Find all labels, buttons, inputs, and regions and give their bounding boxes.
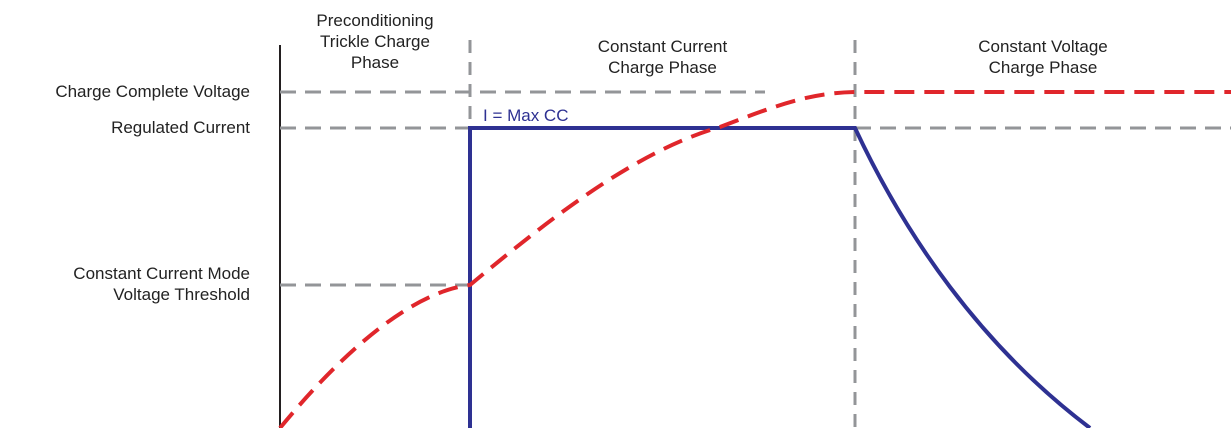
max-cc-label: I = Max CC xyxy=(483,106,569,125)
cc-phase-label: Constant Current Charge Phase xyxy=(597,37,728,77)
voltage-curve xyxy=(278,90,1231,428)
cv-phase-label: Constant Voltage Charge Phase xyxy=(978,37,1108,77)
regulated-current-label: Regulated Current xyxy=(111,118,250,137)
cc-threshold-label: Constant Current Mode Voltage Threshold xyxy=(73,264,250,304)
charge-complete-voltage-label: Charge Complete Voltage xyxy=(55,82,250,101)
current-curve xyxy=(468,126,1092,428)
precondition-phase-label: Preconditioning Trickle Charge Phase xyxy=(316,11,434,72)
